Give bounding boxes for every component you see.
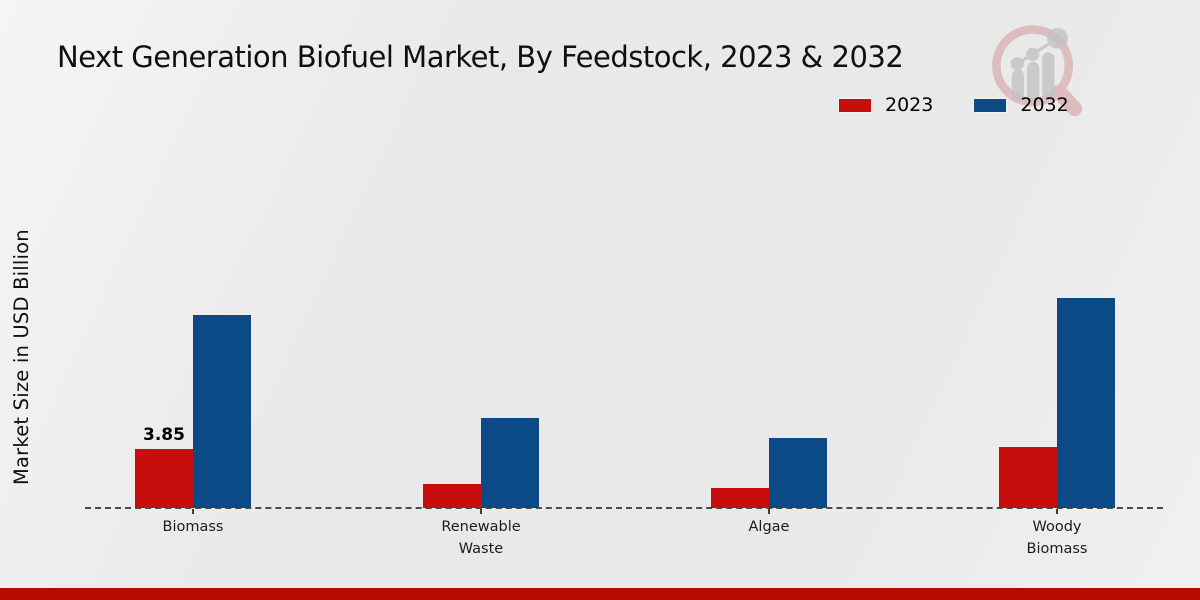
axis-tick <box>768 509 770 514</box>
legend-item-2023: 2023 <box>838 94 933 116</box>
axis-tick <box>1056 509 1058 514</box>
legend: 2023 2032 <box>838 94 1069 116</box>
x-axis-line <box>85 507 1163 509</box>
bar-2023-algae <box>711 488 769 508</box>
bar-2032-renewable-waste <box>481 417 539 508</box>
bar-value-label: 3.85 <box>143 425 185 446</box>
y-axis-label: Market Size in USD Billion <box>10 229 33 485</box>
axis-tick <box>192 509 194 514</box>
bar-2023-biomass <box>135 449 193 508</box>
legend-swatch-2023 <box>838 97 872 113</box>
category-label: Biomass <box>162 519 224 535</box>
category-label: Woody Biomass <box>1026 519 1088 557</box>
bar-2023-renewable-waste <box>423 484 481 508</box>
legend-swatch-2032 <box>973 97 1008 113</box>
bar-2032-biomass <box>193 315 251 508</box>
axis-tick <box>480 509 482 514</box>
legend-label-2032: 2032 <box>1020 94 1069 116</box>
category-label: Renewable Waste <box>441 519 521 557</box>
legend-label-2023: 2023 <box>885 94 934 116</box>
bar-2032-algae <box>769 437 827 508</box>
legend-item-2032: 2032 <box>973 94 1069 116</box>
chart-title: Next Generation Biofuel Market, By Feeds… <box>57 40 904 74</box>
footer-accent-bar <box>0 588 1200 600</box>
category-label: Algae <box>748 519 790 535</box>
watermark-logo-icon <box>992 25 1083 117</box>
bar-2023-woody-biomass <box>999 446 1057 508</box>
bar-2032-woody-biomass <box>1057 298 1115 508</box>
